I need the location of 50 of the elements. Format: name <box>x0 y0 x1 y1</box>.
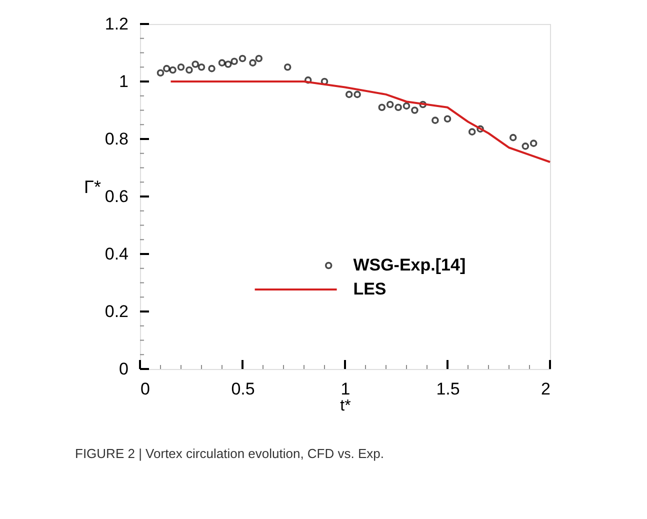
point <box>218 59 226 66</box>
y-tick-label: 0.8 <box>104 130 128 148</box>
x-tick-label: 1 <box>340 380 350 398</box>
y-tick-label: 0.6 <box>104 187 128 206</box>
point <box>386 100 394 108</box>
point <box>378 104 386 112</box>
point <box>476 125 484 133</box>
point <box>320 78 328 86</box>
y-tick-label: 1.2 <box>104 14 128 34</box>
point <box>432 116 439 124</box>
y-axis-title: Γ* <box>84 177 101 197</box>
point <box>177 63 185 71</box>
line-series <box>170 80 551 163</box>
y-tick-label: 0.4 <box>104 244 128 264</box>
x-tick-label: 2 <box>541 380 550 398</box>
y-tick-label: 0.2 <box>104 302 128 321</box>
point <box>169 66 176 74</box>
point <box>468 128 476 136</box>
x-tick-label: 1.5 <box>436 380 460 398</box>
point <box>530 140 538 147</box>
point <box>224 60 232 68</box>
point <box>249 59 256 66</box>
point <box>238 54 246 62</box>
point <box>304 76 312 84</box>
legend-label: WSG-Exp.[14] <box>353 256 466 274</box>
point <box>284 63 292 71</box>
point <box>156 69 164 77</box>
x-tick-label: 0.5 <box>231 380 255 398</box>
legend-label: LES <box>353 280 386 298</box>
y-tick-label: 1 <box>119 72 128 91</box>
y-tick-label: 0 <box>119 360 128 378</box>
point <box>444 115 452 123</box>
caption: FIGURE 2 | Vortex circulation evolution, CFD vs. Exp. <box>75 446 384 461</box>
x-axis-title: t* <box>340 398 351 414</box>
point <box>419 100 427 108</box>
point <box>163 64 170 72</box>
point <box>208 64 216 72</box>
point <box>345 90 353 98</box>
point <box>354 90 361 98</box>
point <box>255 54 263 62</box>
point <box>509 134 517 142</box>
point <box>522 142 530 150</box>
point <box>394 104 402 112</box>
point <box>411 106 418 114</box>
point <box>192 60 199 68</box>
point <box>198 63 206 71</box>
x-tick-label: 0 <box>140 380 150 398</box>
point <box>230 58 238 66</box>
point <box>186 66 193 74</box>
point <box>402 102 410 110</box>
